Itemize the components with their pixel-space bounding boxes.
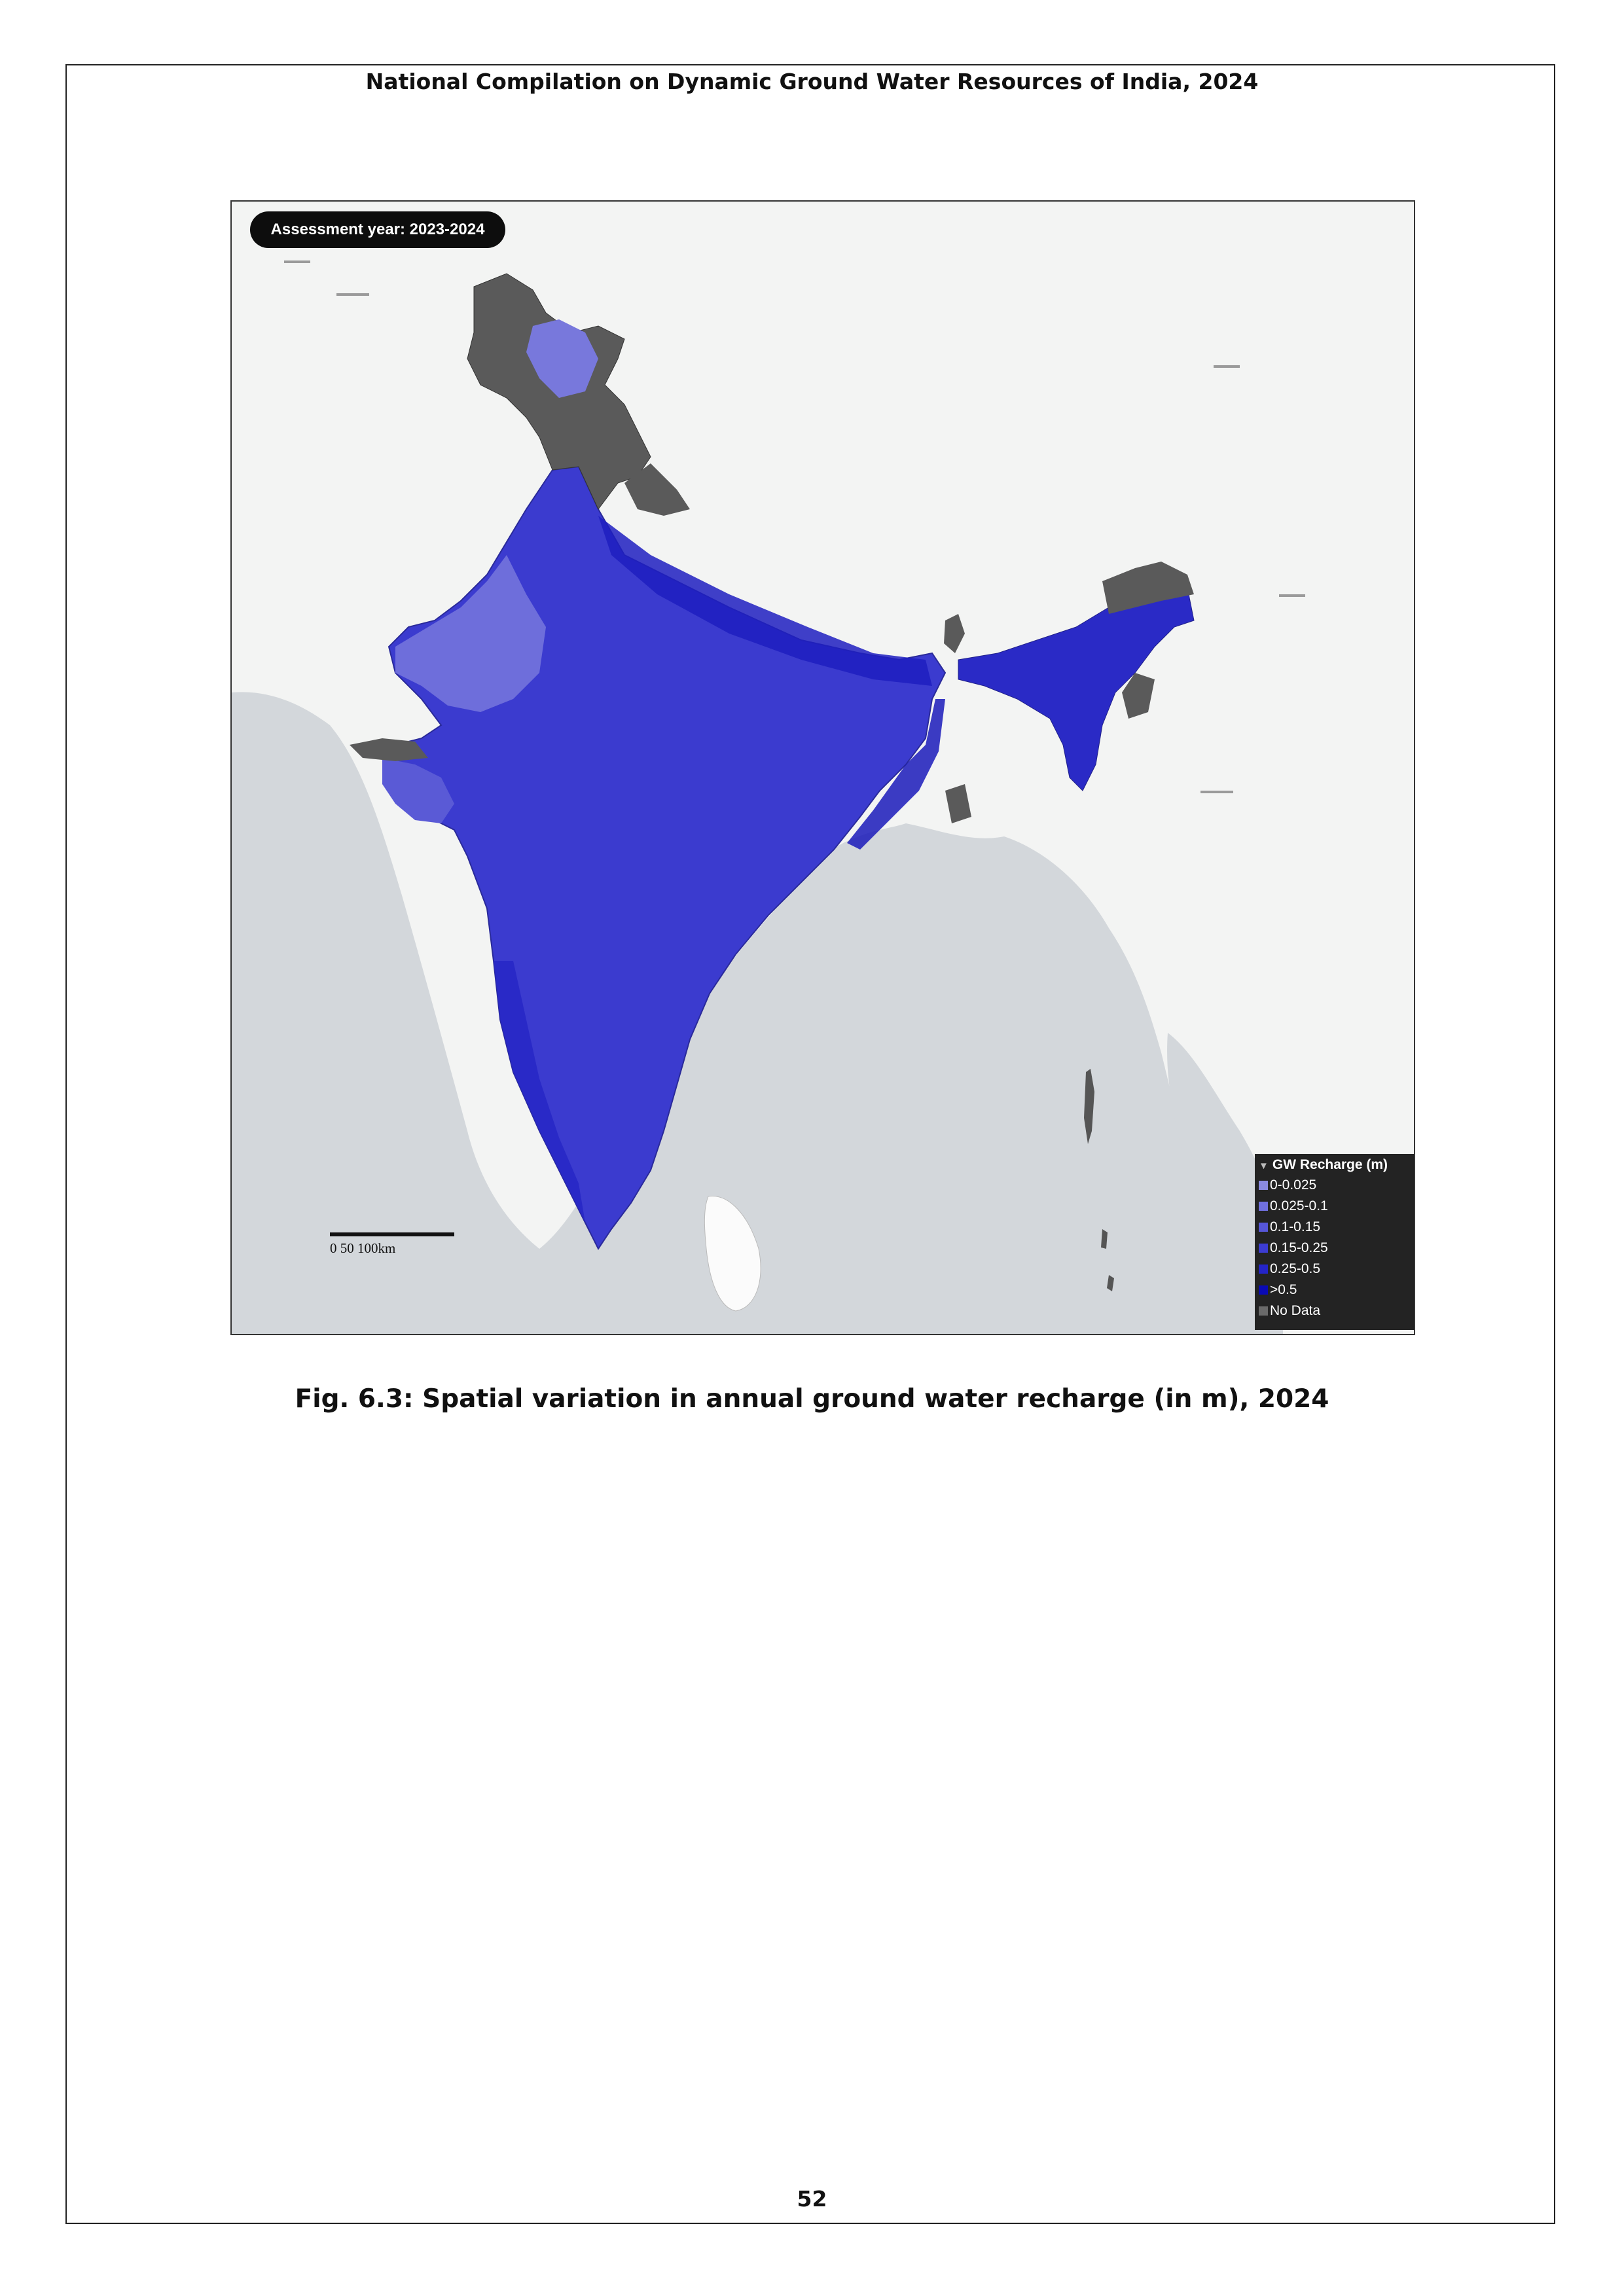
- legend-swatch: [1259, 1306, 1268, 1316]
- legend-swatch: [1259, 1181, 1268, 1190]
- andaman-sea: [1167, 1033, 1283, 1334]
- kutch-no-data: [350, 738, 428, 761]
- arunachal-no-data: [1102, 562, 1194, 614]
- collapse-triangle-icon: ▼: [1259, 1160, 1269, 1172]
- sikkim-no-data: [944, 614, 965, 653]
- western-low-recharge: [395, 555, 546, 712]
- figure-caption: Fig. 6.3: Spatial variation in annual gr…: [295, 1384, 1329, 1414]
- scale-bar-label: 0 50 100km: [330, 1240, 396, 1256]
- page-number: 52: [797, 2186, 827, 2212]
- andaman-islands: [1084, 1069, 1094, 1144]
- konkan-high: [494, 961, 585, 1223]
- ladakh-low: [526, 319, 598, 398]
- legend-item: 0.025-0.1: [1259, 1198, 1328, 1214]
- legend-label: 0-0.025: [1270, 1177, 1317, 1193]
- indo-gangetic-high: [598, 516, 932, 686]
- uttarakhand-no-data: [624, 463, 690, 516]
- legend-title-text: GW Recharge (m): [1272, 1157, 1388, 1172]
- map-legend: ▼ GW Recharge (m) 0-0.025 0.025-0.1 0.1-0…: [1255, 1154, 1414, 1330]
- east-coast-high: [847, 699, 945, 850]
- sri-lanka: [704, 1196, 761, 1312]
- legend-swatch: [1259, 1244, 1268, 1253]
- legend-swatch: [1259, 1202, 1268, 1211]
- legend-item: 0-0.025: [1259, 1177, 1316, 1193]
- legend-swatch: [1259, 1265, 1268, 1274]
- legend-label: 0.025-0.1: [1270, 1198, 1328, 1213]
- legend-title: ▼ GW Recharge (m): [1259, 1157, 1388, 1173]
- basemap-label-mark: [284, 260, 310, 263]
- legend-item: 0.1-0.15: [1259, 1219, 1320, 1235]
- basemap-labels: [284, 260, 1305, 793]
- basemap-label-mark: [1214, 365, 1240, 368]
- legend-item: >0.5: [1259, 1282, 1297, 1298]
- northeast-region: [958, 581, 1195, 791]
- page-header: National Compilation on Dynamic Ground W…: [365, 69, 1259, 94]
- recharge-map: Assessment year: 2023-2024 0 50 100km ▼ G…: [230, 200, 1415, 1335]
- legend-label: >0.5: [1270, 1282, 1297, 1297]
- legend-swatch: [1259, 1223, 1268, 1232]
- saurashtra: [382, 758, 454, 823]
- legend-label: 0.1-0.15: [1270, 1219, 1321, 1234]
- arabian-sea: [232, 692, 539, 1334]
- scale-bar: 0 50 100km: [330, 1232, 461, 1256]
- map-canvas: [232, 260, 1305, 1334]
- nicobar-islands: [1101, 1229, 1114, 1291]
- scale-bar-graphic: [330, 1232, 454, 1236]
- basemap-label-mark: [336, 293, 369, 296]
- assessment-year-badge: Assessment year: 2023-2024: [250, 211, 505, 248]
- basemap-label-mark: [1200, 791, 1233, 793]
- basemap-label-mark: [1279, 594, 1305, 597]
- legend-label: No Data: [1270, 1303, 1321, 1318]
- legend-item: 0.15-0.25: [1259, 1240, 1328, 1256]
- legend-label: 0.25-0.5: [1270, 1261, 1321, 1276]
- legend-swatch: [1259, 1285, 1268, 1295]
- legend-item: 0.25-0.5: [1259, 1261, 1320, 1277]
- sundarbans-no-data: [945, 784, 971, 823]
- legend-item: No Data: [1259, 1303, 1320, 1319]
- nagaland-no-data: [1122, 673, 1155, 719]
- legend-label: 0.15-0.25: [1270, 1240, 1328, 1255]
- page-border: [65, 64, 1555, 2224]
